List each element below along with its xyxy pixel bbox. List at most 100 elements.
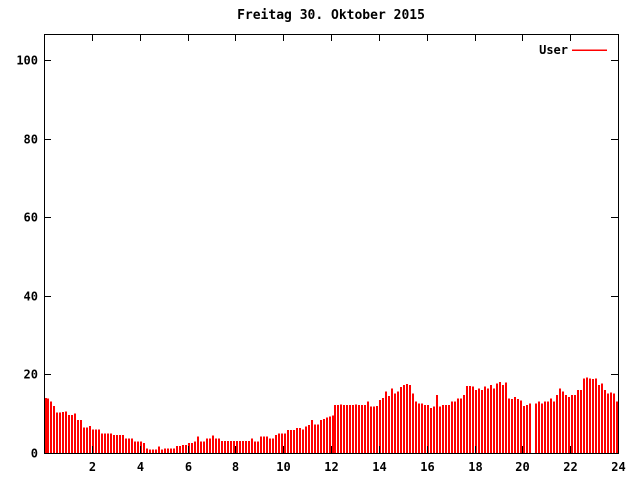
x-tick-label: 12 — [324, 460, 338, 474]
bar — [77, 420, 79, 453]
bar — [305, 426, 307, 453]
legend-label: User — [539, 43, 568, 57]
bar — [568, 396, 570, 453]
bar — [293, 430, 295, 453]
bar — [376, 405, 378, 453]
bar — [421, 403, 423, 453]
bar — [613, 393, 615, 453]
bar — [493, 388, 495, 453]
bar — [451, 401, 453, 453]
bar — [173, 448, 175, 453]
x-tick-label: 6 — [185, 460, 192, 474]
bar — [200, 441, 202, 453]
bar — [589, 378, 591, 453]
bar — [598, 385, 600, 453]
bar — [224, 440, 226, 453]
bar — [574, 395, 576, 453]
bar — [290, 430, 292, 453]
bar — [47, 398, 49, 453]
bar — [406, 384, 408, 453]
bar — [502, 385, 504, 453]
bar — [299, 428, 301, 453]
bar — [382, 398, 384, 453]
x-tick-label: 18 — [468, 460, 482, 474]
bar — [541, 403, 543, 453]
bar — [50, 401, 52, 453]
bar — [334, 405, 336, 453]
bar — [403, 385, 405, 453]
bar — [460, 398, 462, 453]
bar — [311, 420, 313, 453]
bar — [544, 401, 546, 453]
legend: User — [539, 43, 607, 57]
bar — [445, 405, 447, 453]
bar — [116, 434, 118, 453]
bar — [472, 386, 474, 453]
bar — [251, 438, 253, 453]
bar — [179, 445, 181, 453]
x-tick-label: 10 — [276, 460, 290, 474]
bar — [352, 405, 354, 453]
bar — [80, 420, 82, 453]
bar — [595, 378, 597, 453]
bar — [206, 438, 208, 453]
bar — [514, 396, 516, 453]
bar — [481, 390, 483, 453]
bar — [119, 434, 121, 453]
bar — [601, 383, 603, 453]
bar — [415, 401, 417, 453]
bar — [308, 425, 310, 453]
bar — [110, 433, 112, 453]
bar — [146, 448, 148, 453]
bar — [98, 429, 100, 453]
bar — [266, 436, 268, 453]
bar — [182, 445, 184, 453]
bar — [209, 438, 211, 453]
bar — [427, 405, 429, 453]
x-tick-label: 8 — [232, 460, 239, 474]
bar — [221, 440, 223, 453]
bar — [272, 438, 274, 453]
bar — [388, 396, 390, 453]
x-tick-label: 22 — [563, 460, 577, 474]
bar — [394, 393, 396, 453]
bar — [254, 441, 256, 453]
bar — [248, 440, 250, 453]
bar — [131, 438, 133, 453]
bar — [433, 406, 435, 453]
bar — [370, 406, 372, 453]
bar — [155, 449, 157, 453]
bars-group — [45, 377, 618, 453]
bar — [343, 405, 345, 453]
bar — [337, 405, 339, 453]
bar — [550, 398, 552, 453]
axes-frame — [44, 34, 619, 454]
bar — [203, 441, 205, 453]
bar — [562, 391, 564, 453]
y-tick-label: 20 — [24, 368, 38, 382]
bar — [592, 379, 594, 453]
x-tick-label: 16 — [420, 460, 434, 474]
bar — [152, 449, 154, 453]
bar — [538, 401, 540, 453]
bar — [580, 390, 582, 453]
y-tick-label: 40 — [24, 290, 38, 304]
bar — [323, 419, 325, 453]
bar — [269, 438, 271, 453]
bar — [577, 390, 579, 453]
bar — [466, 386, 468, 453]
bar — [496, 383, 498, 453]
bar — [68, 414, 70, 453]
x-tick-label: 20 — [515, 460, 529, 474]
bar — [553, 401, 555, 453]
bar — [478, 388, 480, 453]
bar — [418, 403, 420, 453]
bar — [317, 424, 319, 453]
bar — [197, 436, 199, 453]
bar — [430, 408, 432, 453]
bar — [607, 393, 609, 453]
bar — [83, 427, 85, 453]
bar — [281, 433, 283, 453]
bar — [245, 440, 247, 453]
